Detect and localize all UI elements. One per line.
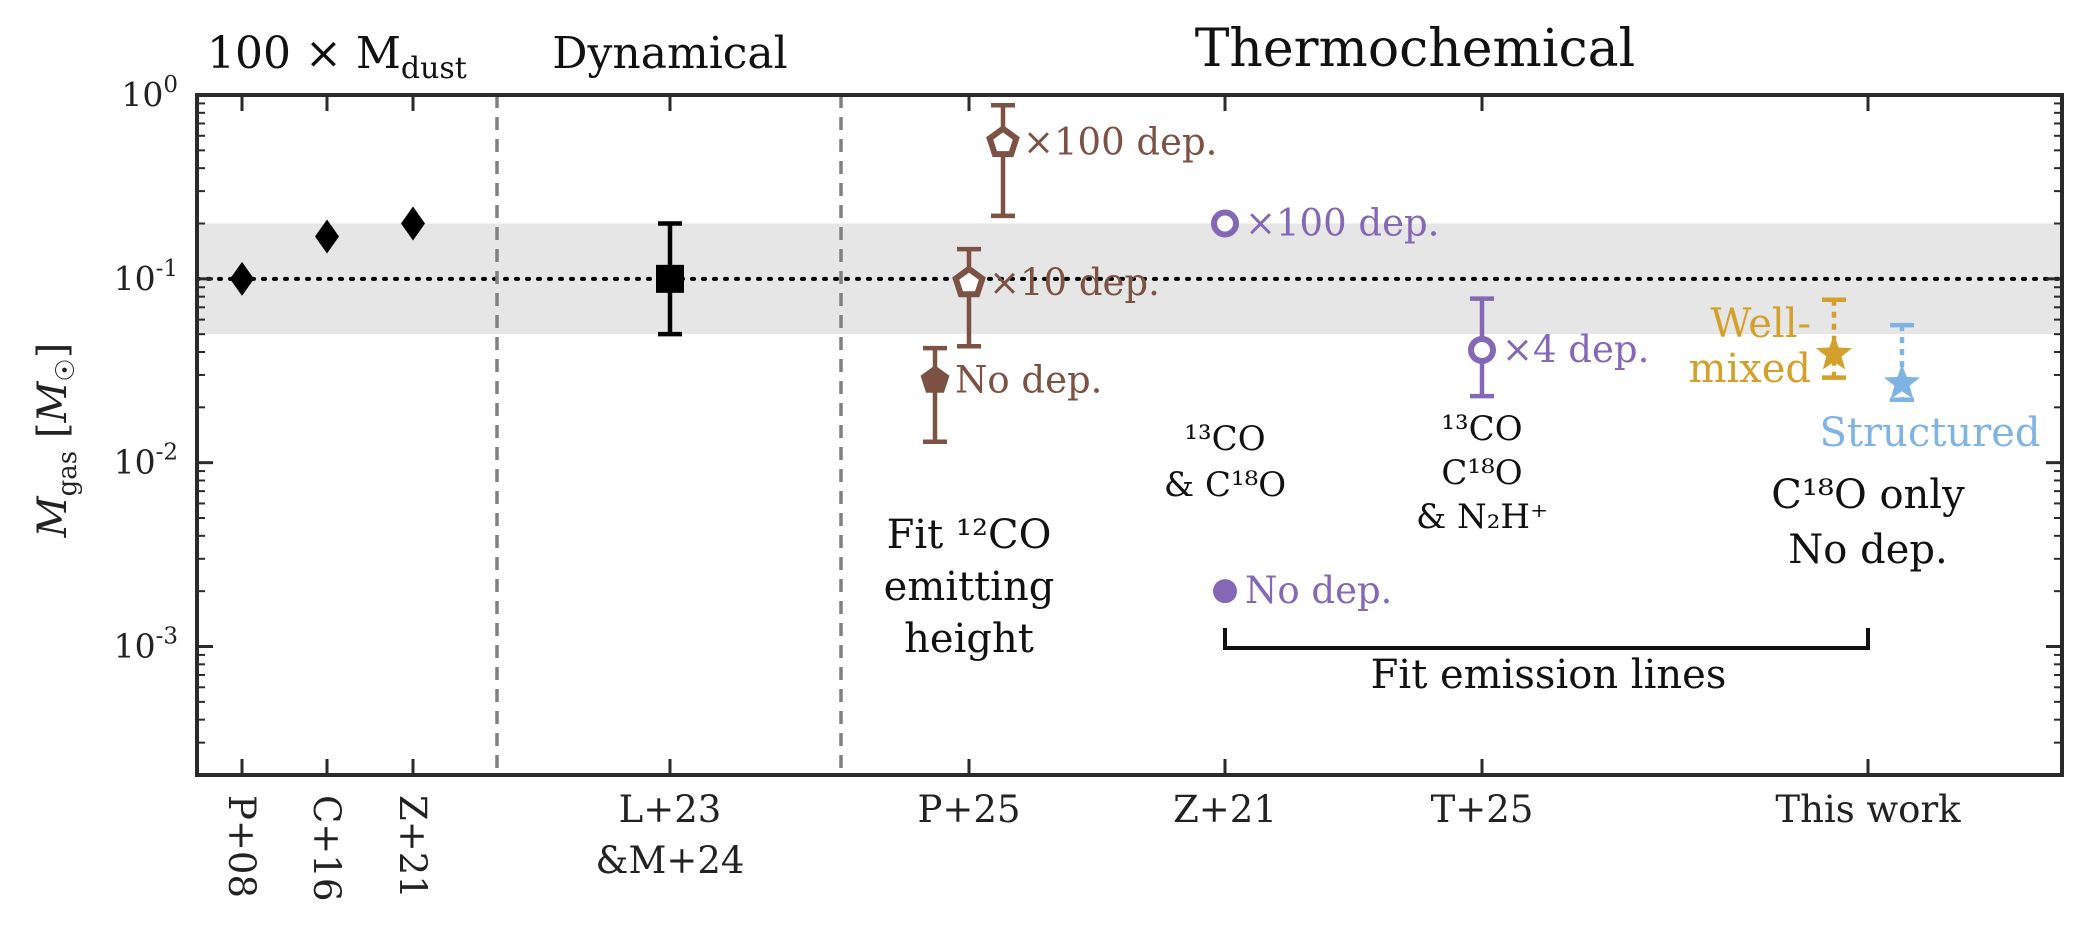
y-tick-label: 10-3 (114, 624, 178, 666)
section-title-dust: 100 × Mdust (207, 28, 467, 86)
annotation-p25: emitting (884, 564, 1055, 610)
annotation-t25: & N₂H⁺ (1416, 497, 1548, 537)
annotation-t25: C¹⁸O (1441, 453, 1522, 493)
y-axis-label-bracket: [ (30, 423, 76, 451)
data-point-star (1815, 335, 1853, 370)
annotation-p25: height (904, 616, 1034, 662)
section-title-dynamical: Dynamical (552, 28, 787, 79)
annotation-t25: ¹³CO (1441, 409, 1522, 449)
y-axis-label-m: M (30, 495, 76, 538)
y-axis-label-sub: gas (53, 451, 83, 497)
y-tick-exponent: -3 (156, 624, 178, 650)
annotation-tw: No dep. (1788, 527, 1947, 573)
annotation-tw: C¹⁸O only (1771, 472, 1965, 518)
point-label: Well- (1710, 301, 1811, 347)
section-title-thermochemical: Thermochemical (1195, 19, 1636, 79)
data-point-pentagon (920, 365, 950, 393)
x-tick-label: L+23 (619, 788, 722, 831)
y-tick-base: 10 (114, 259, 156, 298)
x-tick-label: P+25 (918, 788, 1021, 831)
x-tick-label: C+16 (305, 795, 348, 901)
data-point-circle (1468, 336, 1496, 365)
y-tick-exponent: -1 (156, 256, 178, 282)
point-label: No dep. (955, 358, 1102, 401)
y-axis-label-msun: M (30, 381, 76, 424)
annotation-z21: ¹³CO (1184, 419, 1265, 459)
data-point-square (656, 264, 684, 293)
x-tick-label: P+08 (220, 795, 263, 898)
data-point-pentagon (986, 124, 1020, 158)
y-axis-label-bracket-close: ] (30, 343, 76, 359)
point-label: ×10 dep. (989, 261, 1160, 304)
y-tick-exponent: 0 (163, 72, 178, 98)
y-tick-exponent: -2 (156, 440, 178, 466)
x-tick-label: This work (1775, 788, 1961, 831)
data-point-circle (1213, 579, 1237, 604)
y-tick-label: 100 (121, 72, 178, 114)
annotation-p25: Fit ¹²CO (887, 512, 1052, 558)
point-label: ×4 dep. (1502, 328, 1649, 371)
section-title-dust-sub: dust (401, 51, 467, 86)
x-tick-label-line2: &M+24 (596, 839, 745, 882)
y-tick-base: 10 (114, 443, 156, 482)
point-label: No dep. (1245, 569, 1392, 612)
plot-frame (195, 93, 2064, 777)
x-tick-label: Z+21 (391, 795, 434, 899)
data-point-pentagon (952, 265, 986, 298)
fit-emission-bracket (1223, 628, 1870, 650)
data-point-circle (1211, 209, 1239, 238)
point-label: Structured (1820, 410, 2041, 456)
annotation-z21: & C¹⁸O (1164, 465, 1286, 505)
point-label: ×100 dep. (1023, 121, 1217, 164)
point-label-line2: mixed (1688, 346, 1811, 392)
y-tick-base: 10 (121, 75, 163, 114)
x-tick-label: Z+21 (1173, 788, 1277, 831)
y-tick-base: 10 (114, 627, 156, 666)
bracket-label: Fit emission lines (1371, 652, 1727, 698)
y-axis-label: Mgas [M☉] (30, 343, 83, 539)
section-title-dust-main: 100 × M (207, 28, 401, 79)
data-point-diamond (401, 206, 425, 241)
point-label: ×100 dep. (1245, 201, 1439, 244)
data-point-star (1883, 364, 1921, 399)
y-axis-label-sun: ☉ (51, 358, 81, 381)
data-point-diamond (315, 219, 339, 254)
y-tick-label: 10-1 (114, 256, 178, 298)
data-point-diamond (230, 261, 254, 296)
x-tick-label: T+25 (1431, 788, 1534, 831)
y-tick-label: 10-2 (114, 440, 178, 482)
